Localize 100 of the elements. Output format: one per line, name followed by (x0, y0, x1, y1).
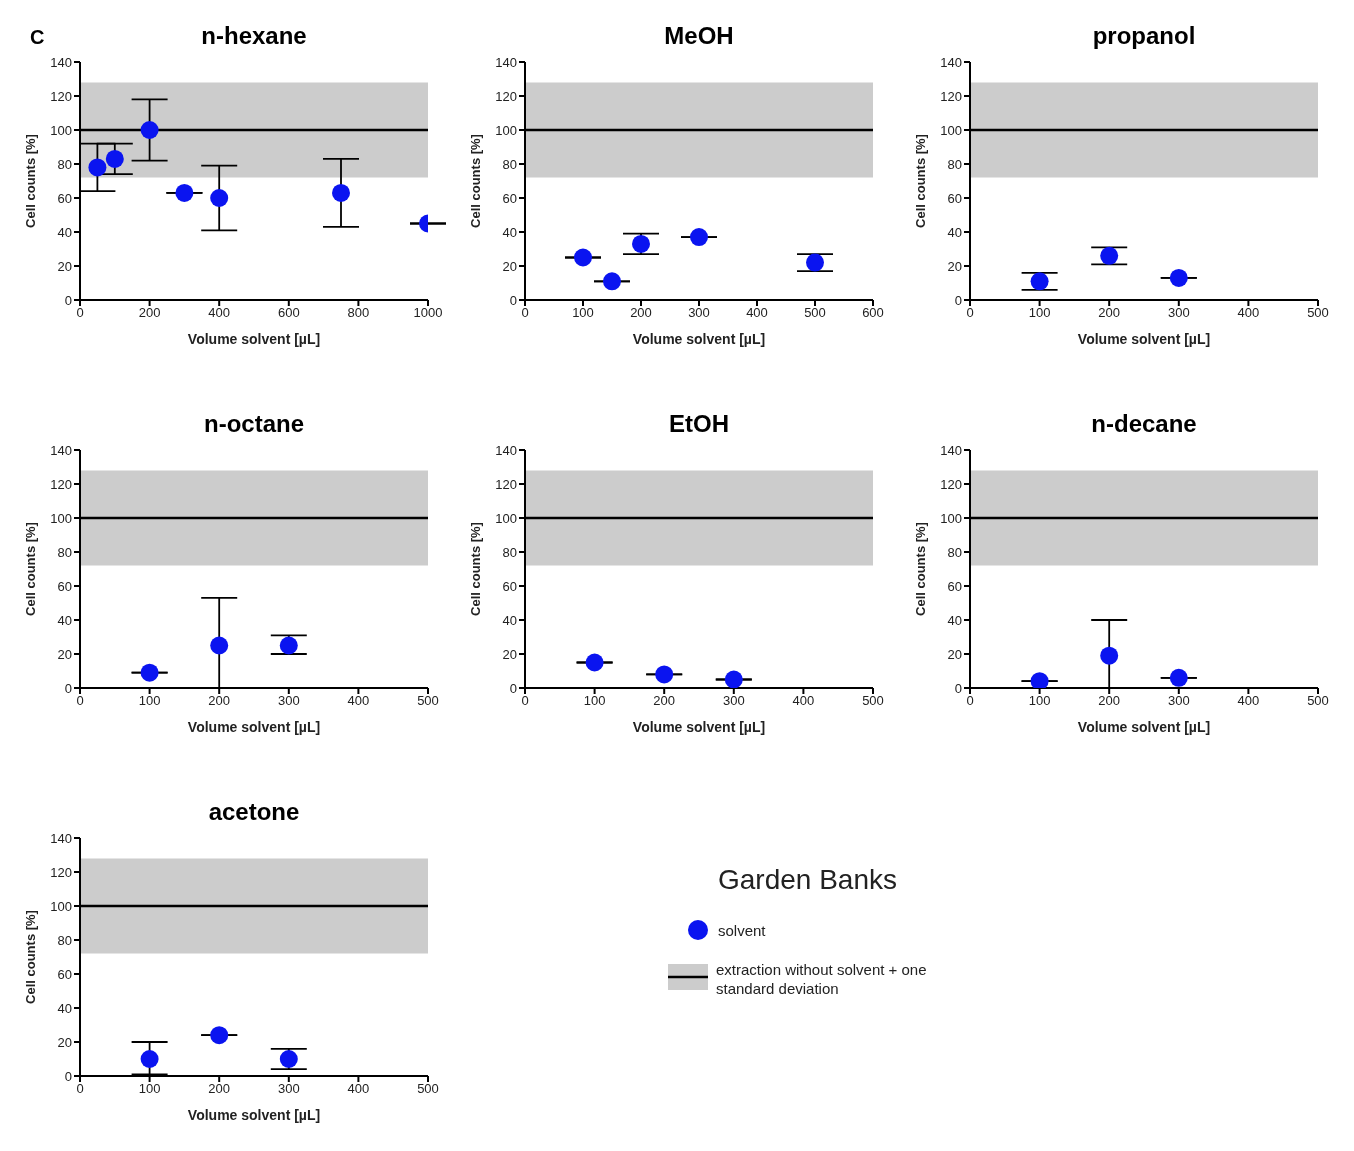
y-tick-label: 0 (954, 680, 962, 696)
y-tick-label: 60 (57, 966, 72, 982)
y-tick-label: 100 (940, 510, 962, 526)
x-axis-title: Volume solvent [µL] (632, 331, 766, 347)
point (603, 272, 621, 291)
y-tick-label: 140 (495, 54, 517, 70)
x-axis-title: Volume solvent [µL] (187, 1107, 321, 1123)
legend-label: extraction without solvent + one standard deviation (716, 960, 928, 998)
y-tick-label: 80 (947, 544, 962, 560)
legend-title: Garden Banks (718, 864, 898, 896)
x-tick-label: 1000 (413, 305, 443, 321)
x-tick-label: 500 (862, 693, 884, 709)
x-tick-label: 200 (1098, 693, 1121, 709)
y-tick-label: 20 (57, 1034, 72, 1050)
y-tick-label: 60 (502, 190, 517, 206)
x-axis-title: Volume solvent [µL] (187, 719, 321, 735)
y-tick-label: 0 (509, 680, 517, 696)
y-tick-label: 0 (509, 292, 517, 308)
x-tick-label: 400 (1237, 693, 1260, 709)
y-tick-label: 80 (502, 544, 517, 560)
y-tick-label: 0 (64, 1068, 72, 1084)
y-tick-label: 120 (940, 88, 962, 104)
y-tick-label: 140 (50, 54, 72, 70)
x-axis-title: Volume solvent [µL] (1077, 719, 1211, 735)
y-tick-label: 100 (50, 898, 72, 914)
x-tick-label: 200 (1098, 305, 1121, 321)
y-tick-label: 120 (495, 88, 517, 104)
x-axis-title: Volume solvent [µL] (1077, 331, 1211, 347)
x-tick-label: 600 (862, 305, 884, 321)
y-tick-label: 60 (502, 578, 517, 594)
x-tick-label: 100 (1028, 693, 1051, 709)
y-tick-label: 20 (947, 258, 962, 274)
point (88, 158, 107, 177)
x-tick-label: 0 (966, 305, 974, 321)
y-tick-label: 40 (502, 224, 517, 240)
y-axis-title: Cell counts [%] (467, 134, 483, 228)
y-tick-label: 140 (50, 830, 72, 846)
y-axis-title: Cell counts [%] (912, 522, 928, 616)
y-tick-label: 80 (57, 932, 72, 948)
y-tick-label: 60 (947, 190, 962, 206)
y-tick-label: 40 (947, 612, 962, 628)
point (332, 183, 350, 202)
y-tick-label: 140 (940, 442, 962, 458)
y-tick-label: 60 (57, 190, 72, 206)
y-tick-label: 20 (57, 646, 72, 662)
x-tick-label: 400 (347, 1081, 370, 1097)
x-tick-label: 500 (417, 693, 439, 709)
y-tick-label: 120 (495, 476, 517, 492)
point (1030, 272, 1049, 291)
x-axis-title: Volume solvent [µL] (187, 331, 321, 347)
chart-title: n-hexane (200, 22, 308, 50)
text: C (30, 26, 45, 49)
x-tick-label: 200 (138, 305, 161, 321)
x-tick-label: 400 (1237, 305, 1260, 321)
point (806, 253, 824, 272)
point (1100, 246, 1119, 265)
y-tick-label: 20 (502, 258, 517, 274)
chart-title: n-octane (203, 410, 305, 438)
x-tick-label: 0 (76, 1081, 84, 1097)
x-tick-label: 500 (1307, 693, 1329, 709)
y-axis-title: Cell counts [%] (912, 134, 928, 228)
x-tick-label: 200 (653, 693, 676, 709)
point (574, 248, 592, 267)
x-tick-label: 100 (583, 693, 606, 709)
x-tick-label: 400 (792, 693, 815, 709)
x-tick-label: 0 (521, 693, 529, 709)
x-tick-label: 0 (521, 305, 529, 321)
y-tick-label: 100 (50, 122, 72, 138)
x-tick-label: 300 (1167, 693, 1190, 709)
point (690, 228, 708, 247)
x-tick-label: 100 (1028, 305, 1051, 321)
y-tick-label: 100 (495, 122, 517, 138)
y-tick-label: 120 (50, 864, 72, 880)
legend-label: solvent (718, 921, 766, 939)
y-tick-label: 100 (50, 510, 72, 526)
y-tick-label: 0 (64, 292, 72, 308)
x-tick-label: 200 (208, 693, 231, 709)
point (210, 189, 229, 207)
y-tick-label: 80 (57, 156, 72, 172)
point (105, 149, 124, 168)
y-axis-title: Cell counts [%] (22, 910, 38, 1004)
y-tick-label: 120 (940, 476, 962, 492)
y-tick-label: 40 (947, 224, 962, 240)
y-axis-title: Cell counts [%] (467, 522, 483, 616)
y-tick-label: 80 (947, 156, 962, 172)
x-tick-label: 400 (208, 305, 231, 321)
x-tick-label: 500 (1307, 305, 1329, 321)
y-tick-label: 80 (502, 156, 517, 172)
y-tick-label: 20 (947, 646, 962, 662)
x-tick-label: 300 (1167, 305, 1190, 321)
x-tick-label: 300 (722, 693, 745, 709)
y-tick-label: 60 (57, 578, 72, 594)
y-tick-label: 0 (64, 680, 72, 696)
y-tick-label: 40 (57, 1000, 72, 1016)
point (632, 234, 650, 253)
y-tick-label: 80 (57, 544, 72, 560)
chart-title: acetone (207, 798, 301, 826)
y-tick-label: 40 (57, 612, 72, 628)
x-tick-label: 100 (138, 1081, 161, 1097)
point (140, 121, 159, 139)
